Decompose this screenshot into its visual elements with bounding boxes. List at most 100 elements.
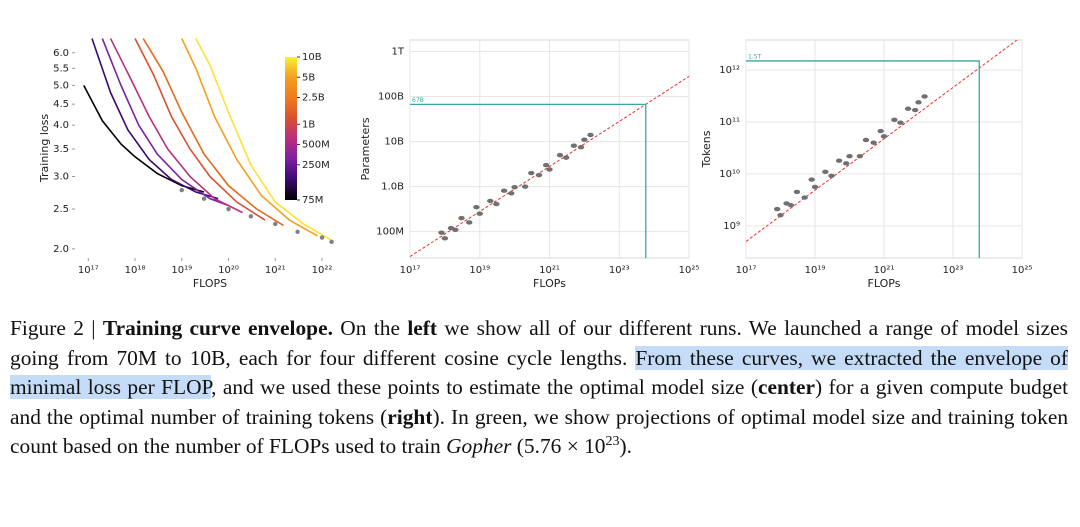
point xyxy=(473,204,480,210)
point xyxy=(880,134,888,139)
x-tick-label: 10¹⁹ xyxy=(805,265,826,276)
y-tick-label: 5.5 xyxy=(53,63,69,74)
plot-content xyxy=(410,75,689,257)
projection-label: 1.5T xyxy=(748,53,762,60)
point xyxy=(511,185,518,190)
colorbar-label: 75M xyxy=(302,195,323,206)
point xyxy=(835,158,843,163)
point xyxy=(528,170,535,176)
point xyxy=(577,145,585,150)
point xyxy=(787,202,795,208)
point xyxy=(846,153,853,159)
caption-text: ). xyxy=(619,434,632,458)
chart: 10¹⁷ 10¹⁹ 10²¹ 10²³ 10²⁵ 100M 1.0B 10B 100B 1T FLO… xyxy=(359,39,699,290)
point xyxy=(493,201,500,207)
point xyxy=(828,173,835,178)
x-tick-label: 10²³ xyxy=(943,265,964,276)
projection-label: 67B xyxy=(412,97,424,104)
loss-curve xyxy=(101,38,229,207)
loss-curve xyxy=(142,38,284,227)
point xyxy=(581,137,588,142)
x-tick-label: 10²¹ xyxy=(874,265,895,276)
caption-text: center xyxy=(757,375,815,399)
point xyxy=(862,137,870,143)
plot-content xyxy=(746,40,1018,242)
y-axis-label: Parameters xyxy=(359,117,372,180)
y-tick-label: 3.5 xyxy=(53,144,69,155)
x-tick-label: 10¹⁷ xyxy=(736,265,757,276)
x-tick-label: 10²² xyxy=(312,265,333,276)
point xyxy=(500,188,508,193)
point xyxy=(891,117,898,123)
colorbar-label: 500M xyxy=(302,140,330,151)
point xyxy=(521,184,529,189)
caption-text: right xyxy=(387,404,433,429)
point xyxy=(508,191,515,196)
point xyxy=(856,153,864,159)
y-tick-label: 4.5 xyxy=(53,99,69,110)
point xyxy=(466,220,473,225)
x-tick-label: 10²³ xyxy=(609,265,630,276)
point xyxy=(921,94,928,99)
envelope-point xyxy=(319,235,325,240)
x-axis-label: FLOPs xyxy=(868,277,901,290)
point xyxy=(458,215,465,221)
y-tick-label: 1T xyxy=(392,46,405,57)
y-tick-label: 5.0 xyxy=(53,80,69,91)
caption-text: (5.76 × 10 xyxy=(511,434,606,458)
point xyxy=(587,132,594,138)
point xyxy=(546,167,553,172)
caption-text: ). In green, we show projections of opti… xyxy=(10,404,1069,459)
fit-line xyxy=(746,40,1018,242)
loss-curve xyxy=(195,38,332,241)
envelope-point xyxy=(295,229,300,235)
caption: Figure 2 | Training curve envelope. On t… xyxy=(10,314,1068,462)
x-tick-label: 10²⁰ xyxy=(218,265,239,276)
point xyxy=(570,143,578,148)
chart: 10¹⁷ 10¹⁸ 10¹⁹ 10²⁰ 10²¹ 10²² 2.0 2.5 3.0 3.5 4.0 4… xyxy=(38,38,334,290)
colorbar-label: 250M xyxy=(302,160,330,171)
x-tick-label: 10¹⁹ xyxy=(469,265,490,276)
point xyxy=(476,211,483,216)
point xyxy=(441,236,449,241)
point xyxy=(801,195,808,200)
fit-line xyxy=(410,75,689,257)
caption-text: ) for a given compute budget and the opt… xyxy=(10,375,1069,429)
point xyxy=(452,227,459,232)
loss-curve xyxy=(91,38,219,200)
y-tick-label: 10¹¹ xyxy=(719,117,740,128)
y-tick-label: 100B xyxy=(378,92,404,103)
point xyxy=(542,162,550,168)
point xyxy=(777,213,784,218)
caption-text: left xyxy=(407,316,437,340)
point xyxy=(535,172,543,178)
caption-text: Training curve envelope. xyxy=(102,316,333,340)
x-axis-label: FLOPS xyxy=(193,277,227,290)
x-tick-label: 10¹⁷ xyxy=(400,265,421,276)
caption-text: , and we used these points to estimate t… xyxy=(211,375,758,399)
point xyxy=(842,161,850,166)
point xyxy=(438,230,445,235)
colorbar-label: 10B xyxy=(302,52,322,63)
envelope-point xyxy=(329,239,334,245)
y-tick-label: 1.0B xyxy=(381,182,404,193)
y-tick-label: 10¹⁰ xyxy=(719,169,740,180)
y-tick-label: 10¹² xyxy=(719,65,740,76)
caption-text: we show all of our different runs. We la… xyxy=(10,316,1068,370)
loss-curve xyxy=(181,38,318,237)
figure: 10¹⁷ 10¹⁸ 10¹⁹ 10²⁰ 10²¹ 10²² 2.0 2.5 3.0 3.5 4.0 4… xyxy=(38,38,1032,290)
x-tick-label: 10¹⁹ xyxy=(171,265,192,276)
y-tick-label: 3.0 xyxy=(53,172,69,183)
colorbar-label: 1B xyxy=(302,119,315,130)
point xyxy=(811,184,819,190)
caption-text: 23 xyxy=(605,433,620,449)
point xyxy=(487,198,494,204)
y-axis-label: Training loss xyxy=(38,114,51,183)
point xyxy=(904,106,912,111)
point xyxy=(556,152,564,158)
envelope-point xyxy=(248,214,254,219)
caption-text: On the xyxy=(332,316,408,340)
colorbar-label: 5B xyxy=(302,72,315,83)
caption-text: Gopher xyxy=(446,434,512,458)
